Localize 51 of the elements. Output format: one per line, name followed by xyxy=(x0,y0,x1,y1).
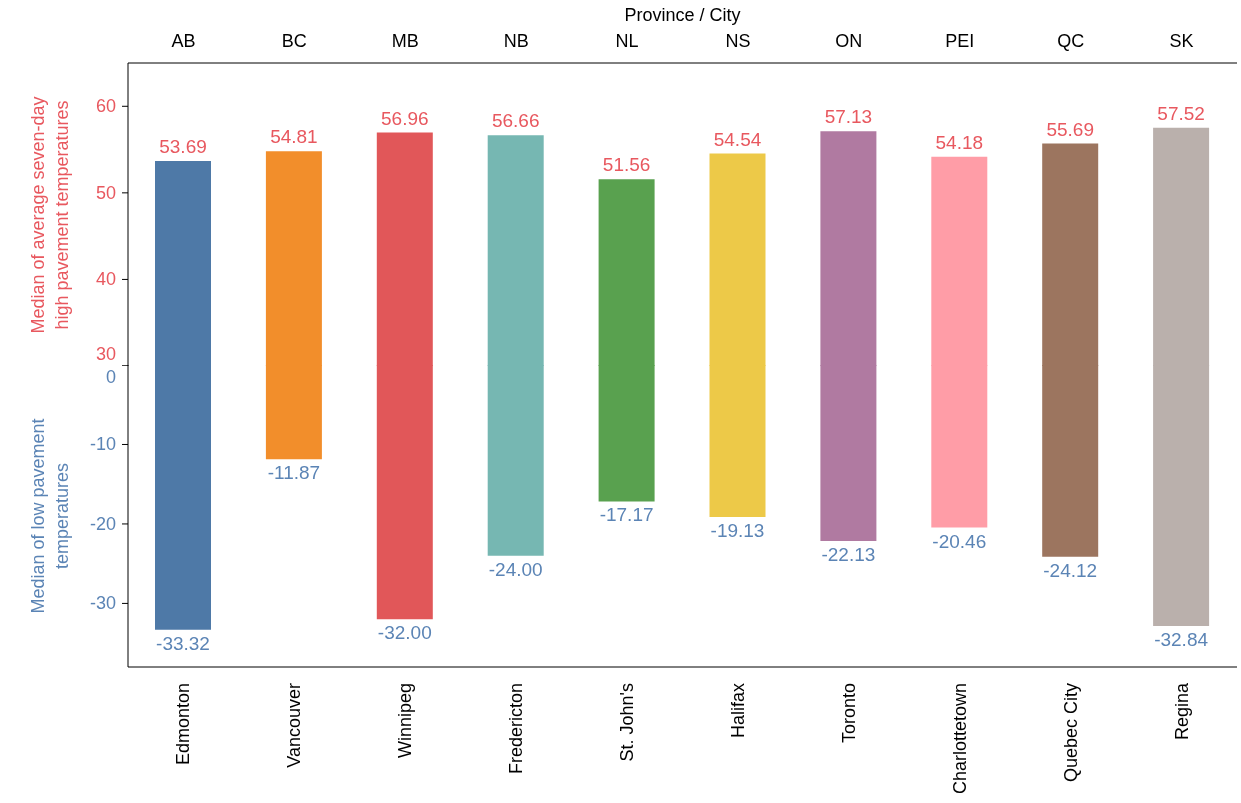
x-tick-label: Toronto xyxy=(838,683,859,744)
y-tick-label: -30 xyxy=(89,593,116,614)
x-tick-label: Edmonton xyxy=(173,683,194,766)
data-label: -32.00 xyxy=(377,622,432,644)
data-label: 56.66 xyxy=(491,110,540,132)
x-tick-label: Halifax xyxy=(727,683,748,739)
data-label: 55.69 xyxy=(1046,118,1094,140)
data-label: 53.69 xyxy=(159,135,207,157)
x-tick-label: BC xyxy=(281,31,307,51)
data-label: 54.81 xyxy=(270,126,318,148)
y-tick-label: -10 xyxy=(89,434,116,455)
x-axis-title: Province / City xyxy=(624,4,741,25)
x-tick-label: Fredericton xyxy=(506,683,527,775)
x-tick-label: ON xyxy=(835,31,863,51)
y-tick-label: 30 xyxy=(95,344,116,364)
data-label: -19.13 xyxy=(710,520,765,542)
x-tick-label: Quebec City xyxy=(1060,683,1081,783)
y-tick-label: 0 xyxy=(105,367,116,387)
data-label: 51.56 xyxy=(602,154,651,176)
y-tick-label: -20 xyxy=(89,513,116,534)
x-tick-label: AB xyxy=(171,31,196,51)
y-tick-label: 50 xyxy=(95,182,116,203)
x-tick-label: QC xyxy=(1057,31,1085,51)
data-label: -24.12 xyxy=(1043,559,1098,581)
data-label: -24.00 xyxy=(488,558,543,580)
y-axis-title: Median of low pavement temperatures xyxy=(27,417,73,616)
x-tick-label: St. John's xyxy=(617,683,638,762)
x-tick-label: NS xyxy=(725,31,751,51)
data-label: -33.32 xyxy=(156,632,210,654)
x-tick-label: Regina xyxy=(1171,682,1192,741)
x-tick-label: PEI xyxy=(945,31,975,51)
y-tick-label: 60 xyxy=(95,96,116,117)
data-label: -20.46 xyxy=(932,530,987,552)
data-label: -11.87 xyxy=(267,462,321,484)
x-tick-label: Vancouver xyxy=(284,683,305,768)
y-axis-title: Median of average seven-day high pavement temperatures xyxy=(27,94,73,336)
x-tick-label: NL xyxy=(615,31,639,51)
y-tick-label: 40 xyxy=(95,269,116,290)
x-tick-label: MB xyxy=(391,31,419,51)
data-label: -22.13 xyxy=(821,543,876,565)
data-label: 54.18 xyxy=(935,131,984,153)
x-tick-label: NB xyxy=(503,31,529,51)
x-tick-label: Winnipeg xyxy=(395,683,416,759)
data-label: 56.96 xyxy=(381,107,429,129)
data-label: 54.54 xyxy=(713,128,762,150)
x-tick-label: SK xyxy=(1169,31,1194,51)
data-label: 57.13 xyxy=(824,106,873,128)
x-tick-label: Charlottetown xyxy=(949,683,970,795)
data-label: -17.17 xyxy=(599,504,654,526)
data-label: 57.52 xyxy=(1157,102,1205,124)
data-label: -32.84 xyxy=(1154,628,1209,650)
